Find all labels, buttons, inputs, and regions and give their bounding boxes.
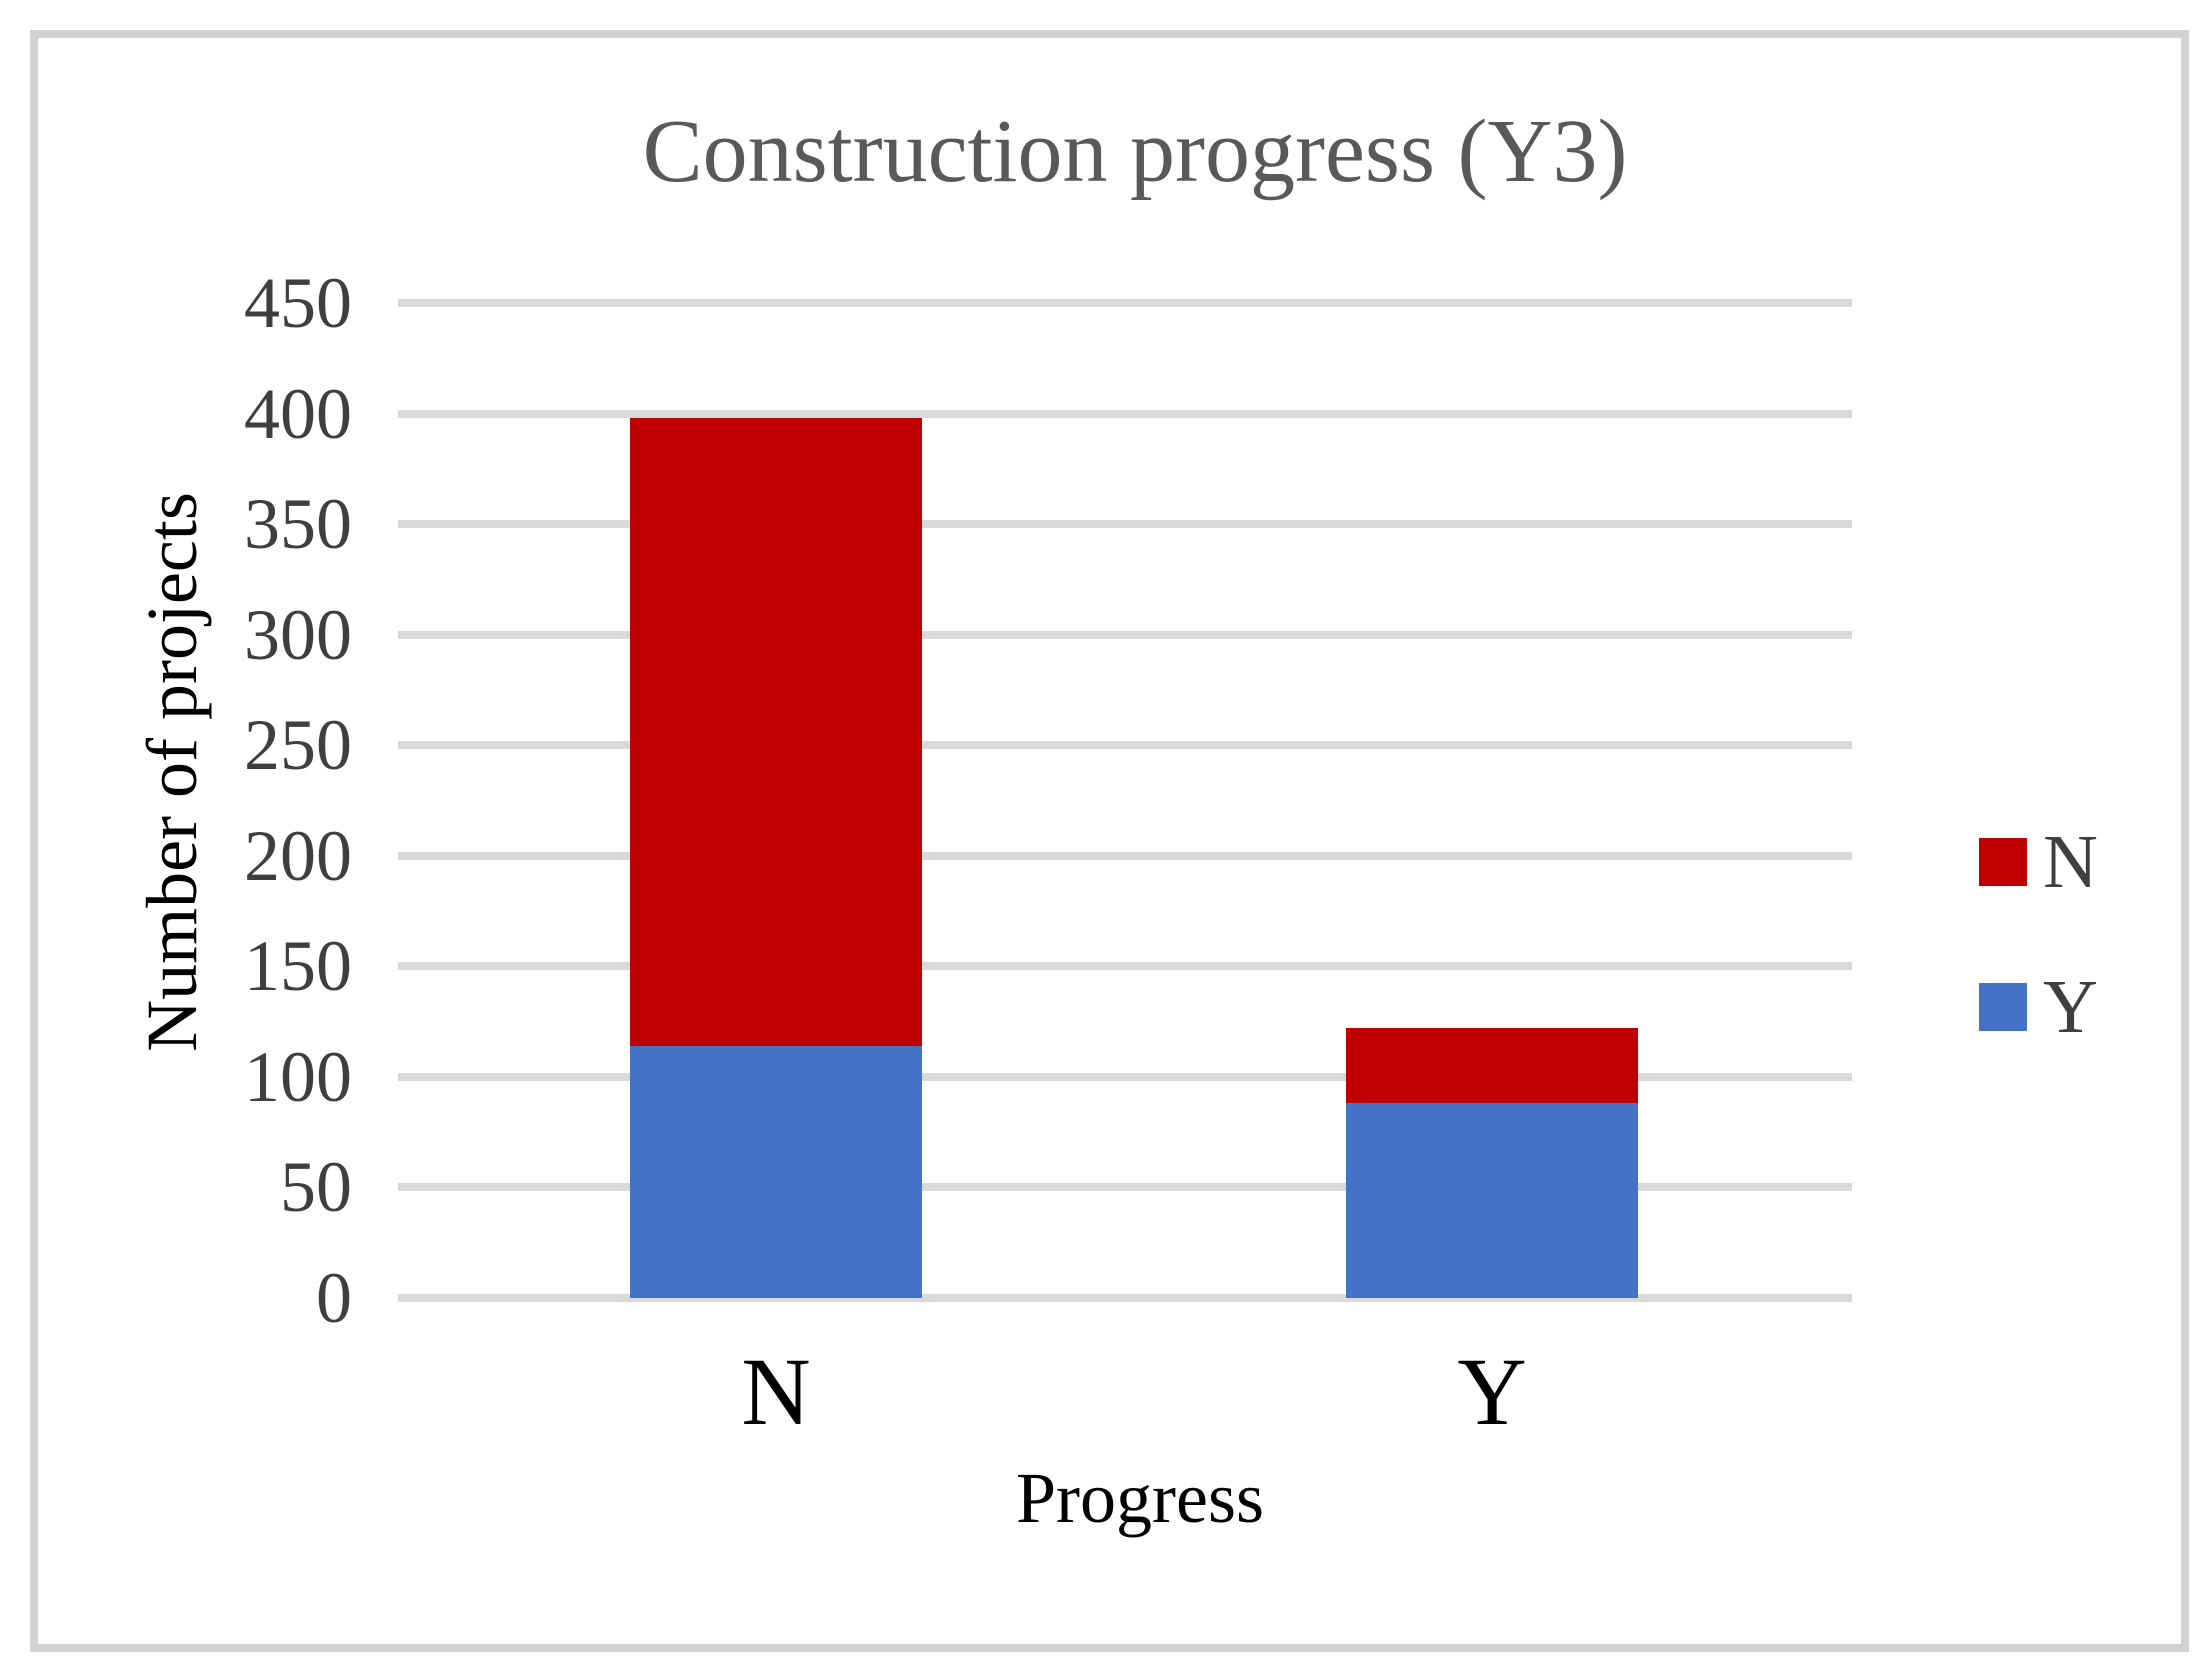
legend-label-Y: Y: [2043, 965, 2098, 1049]
y-tick-label-50: 50: [280, 1147, 352, 1228]
gridline-200: [398, 851, 1852, 860]
legend-item-Y: Y: [1979, 965, 2098, 1049]
bar-Y-segment-Y: [1346, 1103, 1638, 1298]
gridline-400: [398, 409, 1852, 418]
chart-title: Construction progress (Y3): [642, 102, 1628, 201]
y-tick-label-200: 200: [244, 815, 352, 896]
y-tick-label-400: 400: [244, 373, 352, 454]
y-tick-label-100: 100: [244, 1036, 352, 1117]
y-tick-label-250: 250: [244, 705, 352, 786]
y-tick-label-300: 300: [244, 594, 352, 675]
bar-N-segment-Y: [630, 1045, 922, 1298]
bar-Y-segment-N: [1346, 1028, 1638, 1104]
legend-swatch-N: [1979, 838, 2027, 886]
x-category-label-N: N: [741, 1338, 811, 1445]
gridline-150: [398, 962, 1852, 971]
y-tick-label-350: 350: [244, 484, 352, 565]
y-tick-label-450: 450: [244, 263, 352, 343]
y-tick-label-0: 0: [316, 1258, 352, 1338]
gridline-300: [398, 630, 1852, 639]
plot-area: [398, 299, 1852, 1302]
gridline-350: [398, 520, 1852, 529]
legend-swatch-Y: [1979, 983, 2027, 1031]
gridline-50: [398, 1183, 1852, 1192]
gridline-450: [398, 299, 1852, 307]
gridline-0: [398, 1294, 1852, 1302]
gridline-250: [398, 741, 1852, 750]
legend-item-N: N: [1979, 820, 2098, 904]
x-axis-title: Progress: [1016, 1458, 1264, 1538]
bar-N-segment-N: [630, 417, 922, 1046]
gridline-100: [398, 1072, 1852, 1081]
legend-label-N: N: [2043, 820, 2098, 904]
x-category-label-Y: Y: [1457, 1338, 1527, 1445]
y-tick-label-150: 150: [244, 926, 352, 1007]
